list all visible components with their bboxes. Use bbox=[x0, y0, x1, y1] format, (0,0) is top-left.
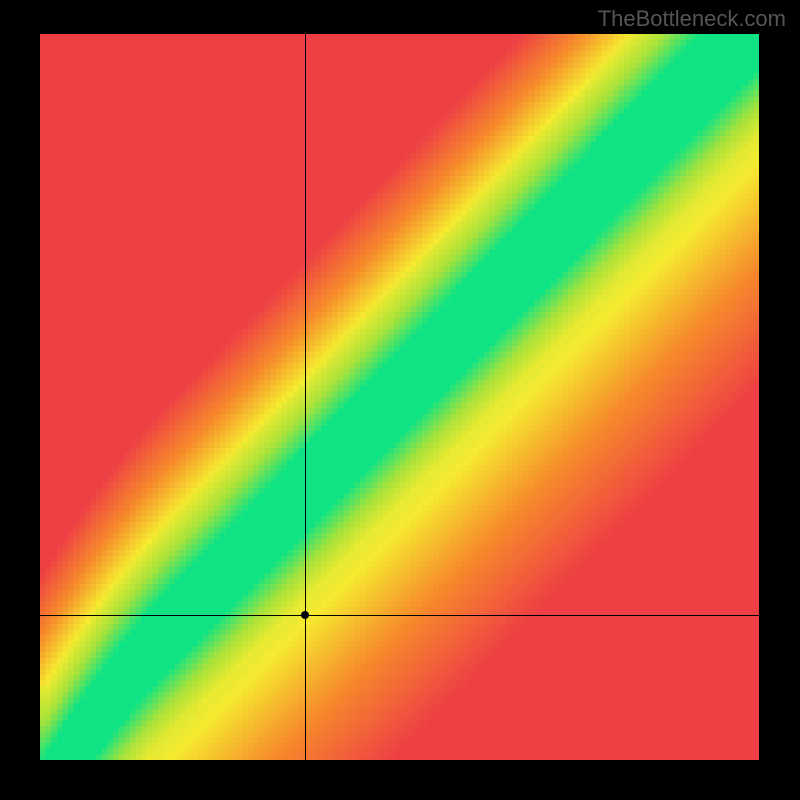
watermark-text: TheBottleneck.com bbox=[598, 6, 786, 32]
chart-container: TheBottleneck.com bbox=[0, 0, 800, 800]
crosshair-vertical bbox=[305, 34, 306, 760]
crosshair-dot bbox=[301, 611, 309, 619]
crosshair-horizontal bbox=[40, 615, 759, 616]
heatmap-plot bbox=[40, 34, 759, 760]
